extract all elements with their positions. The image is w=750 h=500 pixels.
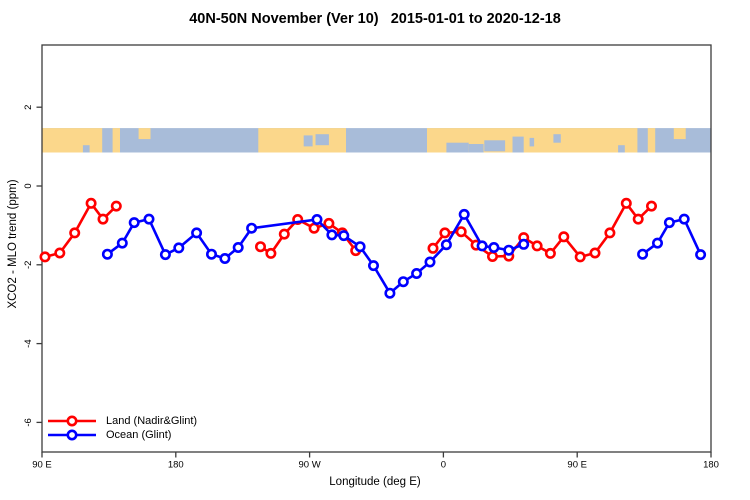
legend-label-ocean: Ocean (Glint)	[106, 429, 172, 441]
legend-label-land: Land (Nadir&Glint)	[106, 415, 198, 427]
svg-text:180: 180	[168, 460, 184, 471]
svg-text:180: 180	[703, 460, 719, 471]
world-map-strip	[42, 128, 711, 153]
svg-text:0: 0	[441, 460, 446, 471]
ocean-series	[101, 208, 707, 299]
x-axis-ticks: 90 E 180 90 W 0 90 E 180	[32, 452, 719, 471]
svg-text:90 W: 90 W	[299, 460, 321, 471]
svg-text:-2: -2	[23, 261, 34, 269]
svg-text:-6: -6	[23, 418, 34, 426]
svg-text:90 E: 90 E	[567, 460, 587, 471]
svg-text:-4: -4	[23, 339, 34, 347]
legend-marker-ocean-icon	[48, 429, 96, 441]
legend-marker-land-icon	[48, 415, 96, 427]
chart-title: 40N-50N November (Ver 10) 2015-01-01 to …	[189, 11, 561, 27]
legend-item-ocean: Ocean (Glint)	[46, 428, 171, 442]
svg-text:2: 2	[23, 105, 34, 110]
y-axis-ticks: 2 0 -2 -4 -6	[23, 105, 42, 427]
land-series	[39, 197, 657, 263]
legend-item-land: Land (Nadir&Glint)	[46, 414, 197, 428]
svg-text:90 E: 90 E	[32, 460, 52, 471]
plot-box	[41, 44, 712, 453]
x-axis-title: Longitude (deg E)	[329, 476, 421, 488]
svg-text:0: 0	[23, 183, 34, 188]
